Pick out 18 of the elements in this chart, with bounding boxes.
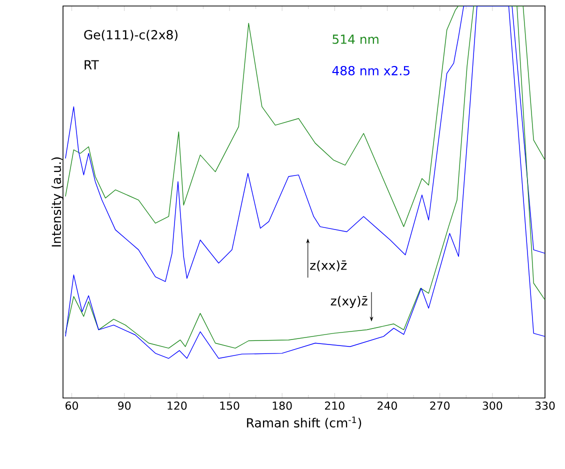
text: 514 nm <box>332 34 378 44</box>
annotation: RT <box>84 60 99 70</box>
x-tick-label: 150 <box>220 402 240 410</box>
text: 488 nm x2.5 <box>332 66 410 76</box>
x-tick-label: 60 <box>66 402 78 410</box>
x-tick-label: 210 <box>325 402 344 410</box>
annotation: z(xy)z̄ <box>330 296 368 308</box>
x-tick-label: 120 <box>168 402 187 410</box>
x-axis-title: Raman shift (cm$^{-1}$) <box>247 416 362 429</box>
annotation: z(xx)z̄ <box>310 260 347 272</box>
annotation: Ge(111)-c(2x8) <box>84 30 178 41</box>
x-tick-label: 270 <box>430 402 450 410</box>
x-tick-label: 180 <box>272 402 292 410</box>
x-tick-label: 300 <box>482 402 502 410</box>
x-tick-label: 330 <box>535 402 555 410</box>
y-axis-title: Intensity (a.u.) <box>51 157 64 246</box>
x-tick-label: 240 <box>378 402 397 410</box>
x-tick-label: 90 <box>118 402 131 410</box>
